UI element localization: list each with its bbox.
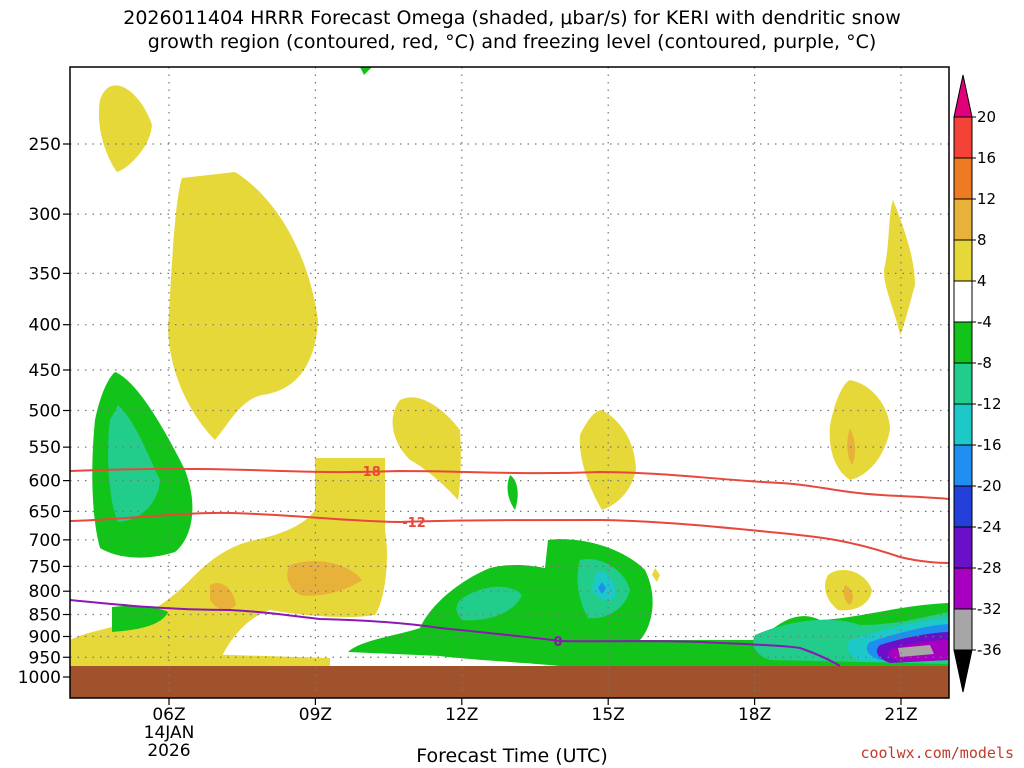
date-label-day: 14JAN xyxy=(144,723,195,743)
x-tick-label: 09Z xyxy=(299,705,332,725)
y-tick-label: 700 xyxy=(29,531,61,551)
y-tick-label: 250 xyxy=(29,135,61,155)
colorbar-top-triangle xyxy=(953,74,973,118)
colorbar-bin xyxy=(953,526,973,569)
contour-label-zero: 0 xyxy=(553,635,562,650)
omega-area-yellow xyxy=(883,200,915,335)
contour-minus12 xyxy=(70,511,949,564)
colorbar-bin xyxy=(953,444,973,487)
y-tick-label: 950 xyxy=(29,648,61,668)
colorbar-tick-label: -8 xyxy=(977,354,992,372)
source-credit: coolwx.com/models xyxy=(860,744,1014,762)
x-tick-label: 15Z xyxy=(592,705,625,725)
omega-area-green xyxy=(112,605,168,632)
colorbar-bin xyxy=(953,567,973,610)
colorbar-bin xyxy=(953,403,973,446)
colorbar-tick-label: 12 xyxy=(977,190,996,208)
y-tick-label: 400 xyxy=(29,316,61,336)
colorbar-tick-label: -16 xyxy=(977,436,1002,454)
omega-area-yellow xyxy=(70,458,387,660)
colorbar-bin xyxy=(953,198,973,241)
omega-area-yellow xyxy=(652,568,660,582)
ground-surface xyxy=(70,666,949,698)
title-line-2: growth region (contoured, red, °C) and f… xyxy=(147,31,877,53)
colorbar-tick-label: -4 xyxy=(977,313,992,331)
grid-lines xyxy=(70,67,949,698)
colorbar-bin xyxy=(953,485,973,528)
y-tick-label: 450 xyxy=(29,361,61,381)
omega-area-orange xyxy=(287,560,362,596)
y-tick-label: 850 xyxy=(29,606,61,626)
contour-minus18 xyxy=(70,467,949,500)
x-tick-label: 06Z xyxy=(152,705,185,725)
omega-area-blue xyxy=(598,582,606,594)
colorbar-bin xyxy=(953,157,973,200)
omega-area-green xyxy=(360,67,372,75)
colorbar-bin xyxy=(953,362,973,405)
colorbar-tick-label: 16 xyxy=(977,149,996,167)
y-tick-label: 300 xyxy=(29,205,61,225)
y-tick-label: 1000 xyxy=(18,668,61,688)
colorbar-bin xyxy=(953,116,973,159)
colorbar-tick-label: 4 xyxy=(977,272,987,290)
contour-labels: -18 -12 0 xyxy=(357,465,562,650)
omega-area-teal xyxy=(108,405,160,522)
chart-title: 2026011404 HRRR Forecast Omega (shaded, … xyxy=(0,6,1024,54)
colorbar: 20 16 12 8 4 -4 -8 -12 -16 -20 -24 -28 -32 -36 xyxy=(953,74,1002,693)
omega-area-green xyxy=(507,475,518,510)
y-tick-label: 650 xyxy=(29,502,61,522)
title-line-1: 2026011404 HRRR Forecast Omega (shaded, … xyxy=(123,7,901,29)
omega-area-yellow xyxy=(829,380,890,480)
colorbar-tick-label: -24 xyxy=(977,518,1002,536)
x-tick-label: 12Z xyxy=(445,705,478,725)
plot-frame xyxy=(69,66,950,699)
y-tick-label: 550 xyxy=(29,438,61,458)
colorbar-tick-label: -36 xyxy=(977,641,1002,659)
date-label-year: 2026 xyxy=(147,741,190,761)
omega-area-yellow xyxy=(392,397,461,500)
colorbar-bin xyxy=(953,280,973,323)
x-axis-label: Forecast Time (UTC) xyxy=(416,745,608,767)
x-tick-label: 21Z xyxy=(884,705,917,725)
colorbar-tick-label: -20 xyxy=(977,477,1002,495)
colorbar-bin xyxy=(953,608,973,651)
colorbar-bottom-triangle xyxy=(953,649,973,693)
omega-area-yellow xyxy=(70,650,330,666)
omega-area-orange xyxy=(210,582,236,611)
omega-area-yellow xyxy=(168,172,318,440)
omega-area-yellow xyxy=(98,85,152,172)
omega-area-orange xyxy=(847,428,856,465)
colorbar-tick-label: -28 xyxy=(977,559,1002,577)
plot-area: -18 -12 0 xyxy=(70,67,949,698)
y-tick-label: 350 xyxy=(29,264,61,284)
y-tick-label: 500 xyxy=(29,402,61,422)
y-axis: 2503003504004505005506006507007508008509… xyxy=(18,135,70,688)
colorbar-tick-label: 8 xyxy=(977,231,987,249)
contour-label-minus18: -18 xyxy=(357,465,381,480)
x-tick-label: 18Z xyxy=(738,705,771,725)
colorbar-tick-label: 20 xyxy=(977,108,996,126)
contour-label-minus12: -12 xyxy=(402,516,426,531)
y-tick-label: 900 xyxy=(29,627,61,647)
omega-area-gray xyxy=(898,645,934,657)
omega-area-orange xyxy=(843,585,853,605)
colorbar-tick-label: -12 xyxy=(977,395,1002,413)
y-tick-label: 600 xyxy=(29,472,61,492)
omega-area-yellow xyxy=(579,410,636,510)
colorbar-bin xyxy=(953,239,973,282)
omega-area-teal xyxy=(456,586,522,621)
y-tick-label: 800 xyxy=(29,582,61,602)
colorbar-tick-label: -32 xyxy=(977,600,1002,618)
contour-zero-freezing xyxy=(70,599,841,667)
y-tick-label: 750 xyxy=(29,557,61,577)
colorbar-bin xyxy=(953,321,973,364)
